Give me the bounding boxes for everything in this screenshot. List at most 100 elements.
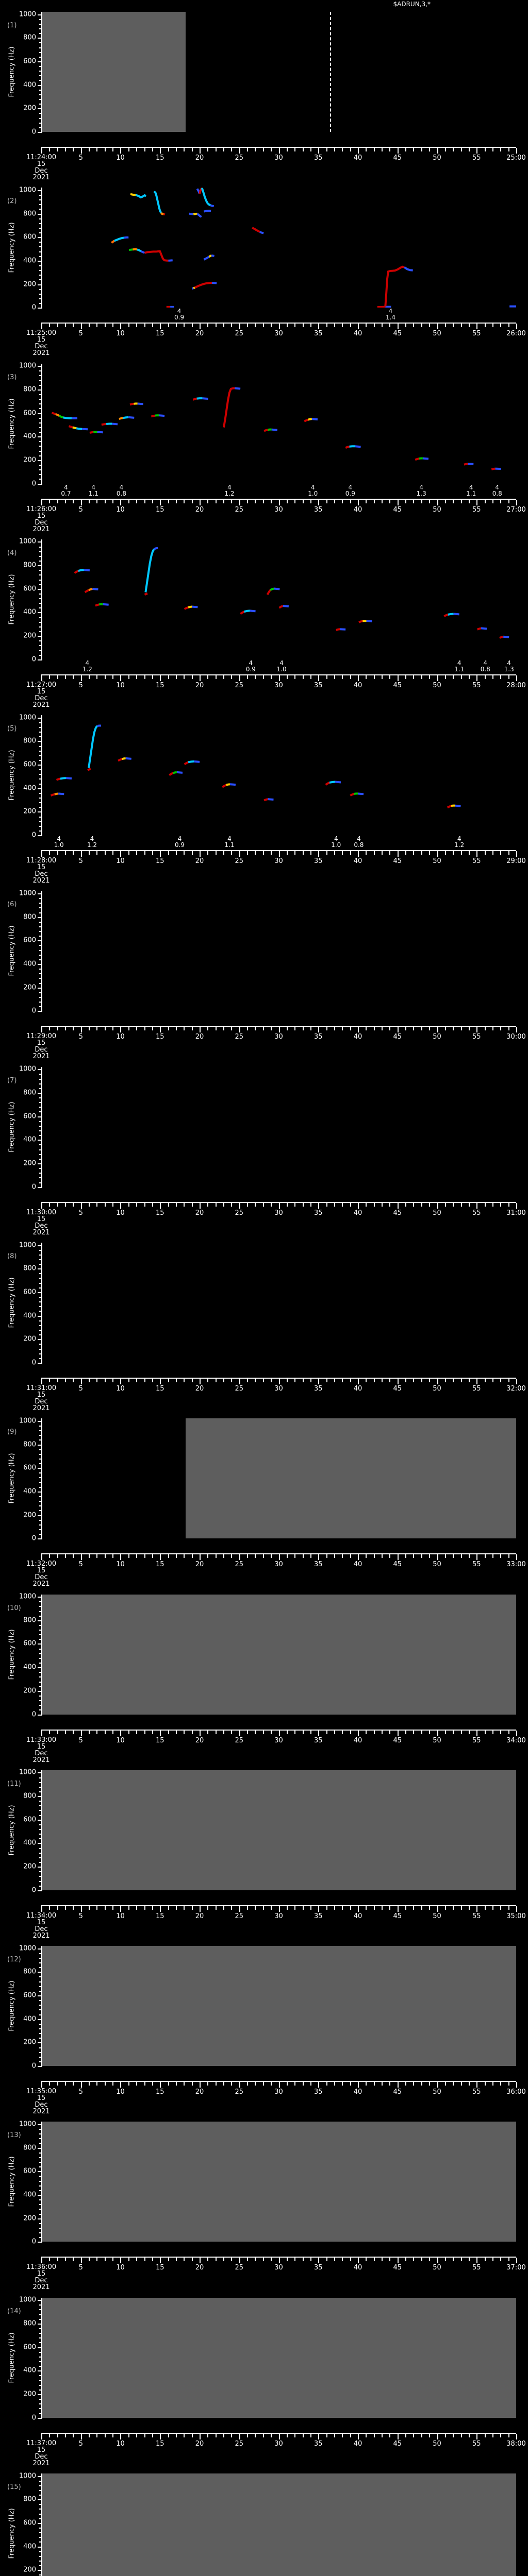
y-axis-tick <box>38 260 42 262</box>
time-axis-minor-tick <box>389 1027 391 1031</box>
y-axis-title-text: Frequency (Hz) <box>8 2508 16 2559</box>
y-axis-minor-tick <box>39 474 42 476</box>
y-axis-tick <box>38 2242 42 2243</box>
panel-number-label: (6) <box>7 901 17 909</box>
y-axis-tick-label: 800 <box>23 913 36 921</box>
time-axis-minor-tick <box>484 1906 486 1910</box>
time-axis-minor-tick <box>73 499 74 503</box>
time-axis-tick-label: 30 <box>274 1209 283 1217</box>
time-axis-minor-tick <box>302 324 304 328</box>
time-axis-minor-tick <box>373 1554 375 1558</box>
time-axis-minor-tick <box>413 675 415 679</box>
time-axis-tick-label: 15 <box>155 1384 164 1393</box>
time-axis-end-tick <box>41 851 42 857</box>
time-axis-minor-tick <box>342 1730 343 1734</box>
time-axis-start-label: 11:37:00 15 Dec 2021 <box>26 2440 56 2467</box>
y-axis-tick <box>38 483 42 485</box>
plot-annotation: 4 1.1 <box>454 660 464 672</box>
time-axis-minor-tick <box>144 1906 145 1910</box>
time-axis-minor-tick <box>405 2258 407 2262</box>
time-axis-tick-label: 50 <box>433 2264 441 2272</box>
time-axis-minor-tick <box>286 2433 288 2437</box>
time-axis-minor-tick <box>500 851 502 855</box>
time-axis-minor-tick <box>144 1027 145 1031</box>
time-axis-minor-tick <box>421 148 422 151</box>
y-axis-minor-tick <box>39 1829 42 1831</box>
y-axis-tick <box>38 2323 42 2325</box>
time-axis-minor-tick <box>421 1906 422 1910</box>
y-axis-tick-label: 800 <box>23 2144 36 2152</box>
plot-annotation: 4 1.3 <box>504 660 514 672</box>
contour-trace <box>188 606 192 607</box>
time-axis-major-tick <box>160 851 161 857</box>
time-axis-major-tick <box>239 1906 240 1912</box>
y-axis-tick-label: 400 <box>23 2015 36 2023</box>
date-text: 15 <box>37 2446 46 2454</box>
time-axis-major-tick <box>278 1554 280 1561</box>
contour-trace <box>204 257 209 260</box>
y-axis-tick <box>38 717 42 719</box>
time-axis-major-tick <box>278 2433 280 2439</box>
y-axis-minor-tick <box>39 2180 42 2182</box>
y-axis-minor-tick <box>39 1976 42 1978</box>
annotation-line: 1.3 <box>416 489 426 497</box>
y-axis-minor-tick <box>39 113 42 114</box>
time-axis-major-tick <box>397 1027 399 1033</box>
time-axis-major-tick <box>120 1202 122 1209</box>
y-axis-tick-label: 600 <box>23 57 36 65</box>
no-data-region <box>42 1770 516 1890</box>
contour-trace <box>202 188 211 206</box>
y-axis-minor-tick <box>39 2551 42 2552</box>
y-axis-minor-tick <box>39 1425 42 1427</box>
time-axis-minor-tick <box>389 675 391 679</box>
time-axis-major-tick <box>199 2258 201 2264</box>
time-axis-minor-tick <box>247 2258 249 2262</box>
y-axis-minor-tick <box>39 2380 42 2381</box>
time-axis-minor-tick <box>484 2082 486 2086</box>
time-axis-tick-label: 40 <box>353 681 362 689</box>
y-axis-minor-tick <box>39 1130 42 1132</box>
time-axis-major-tick <box>437 675 438 681</box>
plot-area <box>42 364 516 484</box>
time-axis-tick-label: 15 <box>155 2439 164 2448</box>
contour-trace <box>335 782 341 783</box>
time-axis-end-tick <box>41 1554 42 1561</box>
contour-trace <box>268 590 271 595</box>
time-axis-major-tick <box>357 1027 359 1033</box>
plot-box: 0 200 400 600 800 1000 4 1.0 4 1.2 4 0.9 4 1.1 4 1.0 4 0.… <box>19 714 516 848</box>
time-axis-major-tick <box>120 148 122 154</box>
plot-annotation: 4 1.1 <box>224 836 234 848</box>
time-axis-tick-label: 45 <box>393 1561 402 1569</box>
time-axis-minor-tick <box>262 851 264 855</box>
plot-annotation: 4 1.1 <box>89 484 98 497</box>
time-axis-minor-tick <box>350 2433 351 2437</box>
plot-area <box>42 1243 516 1363</box>
plot-area <box>42 2473 516 2576</box>
time-axis-major-tick <box>278 851 280 857</box>
y-axis-tick-label: 400 <box>23 2191 36 2199</box>
time-axis-major-tick <box>357 1730 359 1736</box>
time-axis-minor-tick <box>294 148 296 151</box>
y-axis-tick <box>38 308 42 309</box>
time-axis-tick-label: 55 <box>472 2264 481 2272</box>
y-axis-tick-label: 400 <box>23 784 36 792</box>
y-axis-tick <box>38 940 42 942</box>
contour-trace <box>126 758 131 759</box>
time-axis-tick-label: 25 <box>235 330 244 338</box>
time-axis-tick-label: 45 <box>393 505 402 514</box>
contour-trace <box>326 783 329 785</box>
time-axis-minor-tick <box>302 2082 304 2086</box>
time-axis-minor-tick <box>231 1202 233 1207</box>
contour-trace <box>168 260 172 261</box>
y-axis-minor-tick <box>39 455 42 456</box>
y-axis-minor-tick <box>39 1615 42 1617</box>
time-axis-major-tick <box>239 2082 240 2088</box>
time-axis-minor-tick <box>271 1027 272 1031</box>
time-axis-minor-tick <box>444 675 446 679</box>
time-axis-major-tick <box>80 675 82 681</box>
plot-box: 0 200 400 600 800 1000 4 0.7 4 1.1 4 0.8 4 1.2 4 1.0 4 0.… <box>19 363 516 497</box>
time-axis-minor-tick <box>65 148 67 151</box>
time-axis-minor-tick <box>247 1554 249 1558</box>
time-axis-tick-label: 50 <box>433 2439 441 2448</box>
